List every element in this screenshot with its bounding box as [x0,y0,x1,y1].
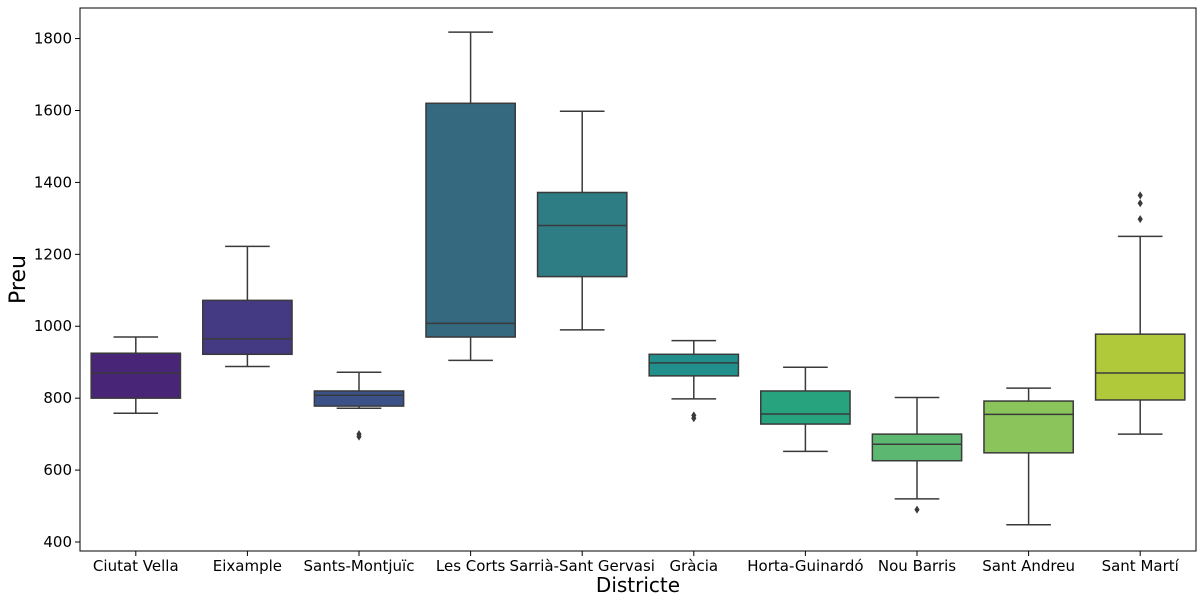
box-group [760,366,851,453]
x-axis-label: Districte [596,573,680,597]
y-tick-label: 800 [43,389,72,407]
outlier-point [914,505,920,514]
y-tick-label: 400 [43,533,72,551]
outlier-point [1137,199,1143,208]
box [313,390,405,407]
outlier-point [1137,215,1143,224]
box-group [313,371,405,441]
x-tick-label: Les Corts [436,557,506,575]
box [760,390,851,425]
box-group [202,245,293,368]
box-group [1094,191,1186,435]
y-tick-label: 1000 [34,317,72,335]
y-tick-label: 1800 [34,30,72,48]
y-axis: 400 600 800 1000 1200 1400 1600 1800 [34,30,80,551]
x-tick-label: Nou Barris [878,557,956,575]
x-tick-label: Sant Andreu [982,557,1075,575]
box [648,353,740,377]
y-tick-label: 1400 [34,173,72,191]
y-axis-label: Preu [6,255,31,304]
outlier-point [1137,191,1143,200]
box-group [536,110,628,331]
box [871,433,963,462]
x-tick-label: Sant Martí [1102,557,1180,575]
plot-area [90,31,1186,526]
x-tick-label: Sarrià-Sant Gervasi [509,557,655,575]
box-group [871,396,963,514]
box-group [983,387,1074,526]
outlier-point [691,414,697,423]
x-tick-label: Ciutat Vella [93,557,179,575]
axes-frame [79,7,1197,552]
box [90,352,182,399]
box [202,299,293,356]
y-tick-label: 600 [43,461,72,479]
outlier-point [356,432,362,441]
x-tick-label: Eixample [213,557,282,575]
box [1094,333,1186,401]
box [536,191,628,278]
y-tick-label: 1200 [34,245,72,263]
box [425,102,516,338]
x-tick-label: Gràcia [670,557,719,575]
y-tick-label: 1600 [34,101,72,119]
x-tick-label: Horta-Guinardó [747,557,863,575]
box-group [648,339,740,423]
box-group [425,31,516,362]
box [983,400,1074,454]
box-group [90,336,182,415]
x-axis: Ciutat Vella Eixample Sants-Montjuïc Les Co… [93,551,1180,575]
x-tick-label: Sants-Montjuïc [304,557,415,575]
